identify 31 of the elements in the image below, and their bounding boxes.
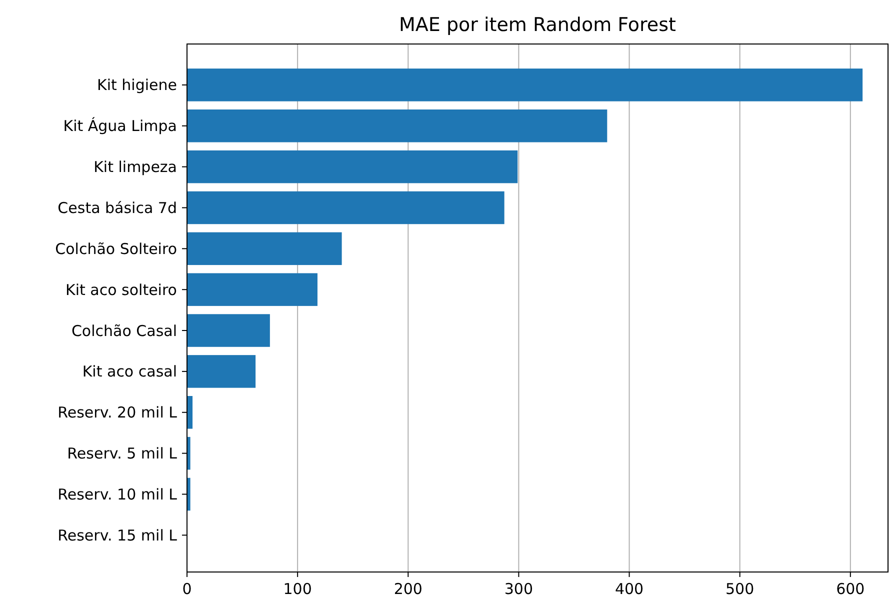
y-tick-label: Kit higiene	[97, 76, 177, 94]
y-tick-label: Kit aco solteiro	[66, 280, 177, 299]
x-tick-label: 0	[182, 580, 192, 598]
bar	[187, 232, 342, 266]
bar	[187, 478, 190, 511]
chart-title: MAE por item Random Forest	[399, 14, 676, 36]
y-tick-label: Kit limpeza	[94, 158, 177, 176]
x-tick-label: 400	[614, 580, 644, 598]
x-tick-label: 200	[394, 580, 422, 598]
y-tick-label: Reserv. 5 mil L	[67, 444, 178, 463]
bar	[187, 191, 504, 224]
y-tick-label: Cesta básica 7d	[58, 198, 177, 217]
y-tick-label: Colchão Solteiro	[55, 240, 177, 258]
bar	[187, 150, 518, 184]
y-tick-label: Kit aco casal	[82, 362, 177, 381]
bar	[187, 273, 318, 306]
bar	[187, 314, 270, 347]
bar	[187, 68, 863, 102]
y-tick-label: Reserv. 10 mil L	[58, 485, 178, 504]
bar	[187, 436, 190, 470]
y-tick-label: Colchão Casal	[71, 322, 177, 340]
x-tick-label: 300	[504, 580, 534, 598]
bar	[187, 355, 256, 388]
bar	[187, 109, 608, 142]
y-tick-label: Kit Água Limpa	[63, 117, 177, 136]
y-tick-label: Reserv. 20 mil L	[58, 404, 178, 422]
x-tick-label: 600	[836, 580, 865, 598]
x-tick-label: 500	[726, 580, 754, 598]
bar	[187, 396, 193, 429]
y-tick-label: Reserv. 15 mil L	[58, 526, 178, 544]
x-tick-label: 100	[283, 580, 312, 598]
